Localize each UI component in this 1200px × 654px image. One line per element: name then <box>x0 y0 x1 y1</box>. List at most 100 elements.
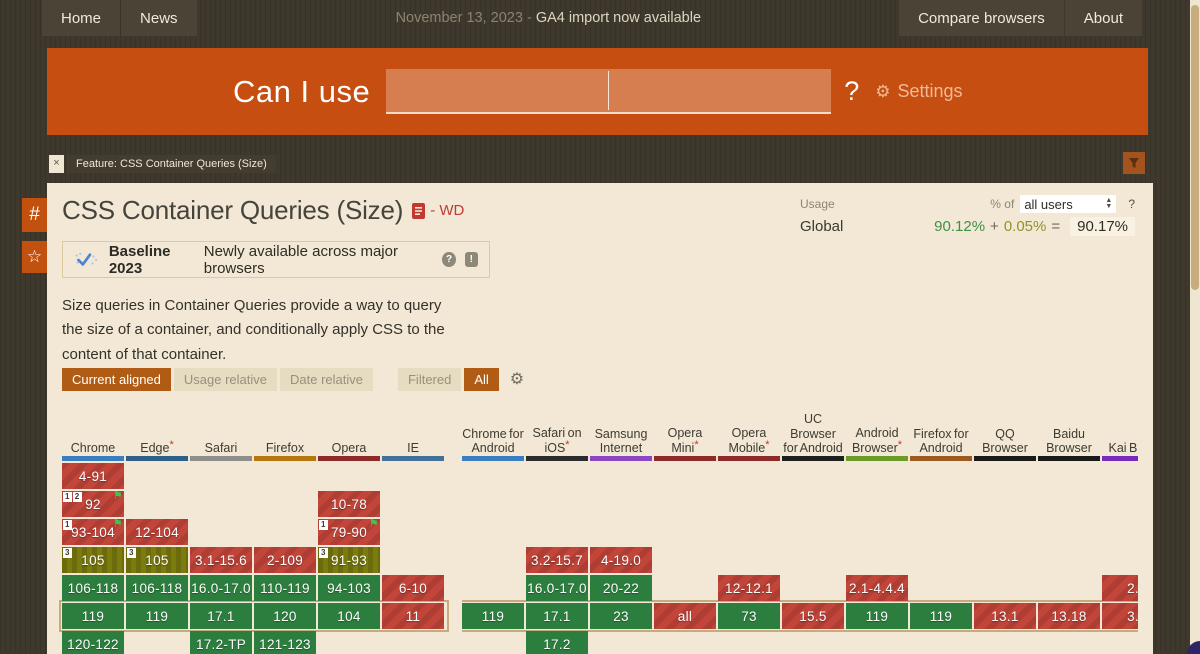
table-row: 4-91 <box>62 463 446 489</box>
favorite-star-button[interactable]: ☆ <box>22 241 47 273</box>
support-cell[interactable]: 17.2 <box>526 631 588 654</box>
support-cell[interactable]: 3. <box>1102 603 1138 629</box>
version-range: 12-12.1 <box>725 580 773 596</box>
filter-funnel-button[interactable] <box>1123 152 1145 174</box>
table-row: 105 3 105 3 3.1-15.6 2-109 91-93 3 <box>62 547 446 573</box>
support-cell[interactable]: 4-91 <box>62 463 124 489</box>
support-cell[interactable]: 93-104 1 ⚑ <box>62 519 124 545</box>
empty-cell <box>590 519 652 545</box>
partial-note-asterisk: * <box>694 439 699 452</box>
announcement-text[interactable]: GA4 import now available <box>535 10 702 26</box>
support-cell[interactable]: 4-19.0 <box>590 547 652 573</box>
support-cell[interactable]: 13.18 <box>1038 603 1100 629</box>
settings-button[interactable]: ⚙ Settings <box>875 81 962 102</box>
browser-color-bar <box>590 456 652 461</box>
support-cell[interactable]: 23 <box>590 603 652 629</box>
support-cell[interactable]: 13.1 <box>974 603 1036 629</box>
support-cell[interactable]: 2-109 <box>254 547 316 573</box>
note-badge: 3 <box>319 548 328 558</box>
support-cell[interactable]: 15.5 <box>782 603 844 629</box>
version-range: 105 <box>81 552 105 568</box>
nav-home[interactable]: Home <box>42 0 121 36</box>
support-cell[interactable]: 121-123 <box>254 631 316 654</box>
support-cell[interactable]: 73 <box>718 603 780 629</box>
support-cell[interactable]: 119 <box>126 603 188 629</box>
scrollbar-thumb[interactable] <box>1191 5 1199 290</box>
nav-news[interactable]: News <box>121 0 197 36</box>
search-question-mark[interactable]: ? <box>844 76 860 106</box>
empty-cell <box>782 463 844 489</box>
support-cell[interactable]: 17.1 <box>526 603 588 629</box>
mode-current-aligned[interactable]: Current aligned <box>62 367 171 391</box>
support-cell[interactable]: all <box>654 603 716 629</box>
support-cell[interactable]: 16.0-17.0 <box>526 575 588 601</box>
mode-date-relative[interactable]: Date relative <box>280 367 373 391</box>
version-range: 79-90 <box>330 524 368 540</box>
nav-compare-browsers[interactable]: Compare browsers <box>899 0 1064 36</box>
support-cell[interactable]: 119 <box>462 603 524 629</box>
support-cell[interactable]: 119 <box>910 603 972 629</box>
audience-select[interactable]: all users ▲ ▼ <box>1020 195 1117 213</box>
support-cell[interactable]: 120 <box>254 603 316 629</box>
support-cell[interactable]: 105 3 <box>126 547 188 573</box>
browser-header-label: Edge* <box>140 439 174 456</box>
version-range: 92 <box>85 496 101 512</box>
version-range: 2. <box>1127 580 1138 596</box>
usage-help-button[interactable]: ? <box>1128 197 1135 211</box>
empty-cell <box>974 519 1036 545</box>
close-icon[interactable]: × <box>49 155 64 173</box>
empty-cell <box>782 547 844 573</box>
support-cell[interactable]: 106-118 <box>126 575 188 601</box>
support-cell[interactable]: 20-22 <box>590 575 652 601</box>
support-cell[interactable]: 120-122 <box>62 631 124 654</box>
support-cell[interactable]: 16.0-17.0 <box>190 575 252 601</box>
nav-about[interactable]: About <box>1064 0 1142 36</box>
support-cell[interactable]: 119 <box>846 603 908 629</box>
browser-header: Safari on iOS* <box>526 386 588 461</box>
settings-label: Settings <box>897 81 963 101</box>
empty-cell <box>974 491 1036 517</box>
search-input-secondary[interactable] <box>609 69 832 112</box>
empty-cell <box>462 491 524 517</box>
filter-all[interactable]: All <box>464 367 499 391</box>
support-cell[interactable]: 17.1 <box>190 603 252 629</box>
support-cell[interactable]: 94-103 <box>318 575 380 601</box>
search-input-primary[interactable] <box>386 69 609 112</box>
support-cell[interactable]: 12-104 <box>126 519 188 545</box>
support-cell[interactable]: 10-78 <box>318 491 380 517</box>
table-row: 106-118 106-118 16.0-17.0 110-119 94-103 6-10 <box>62 575 446 601</box>
version-range: 23 <box>613 608 629 624</box>
scrollbar-track[interactable] <box>1190 0 1200 654</box>
support-cell[interactable]: 2.1-4.4.4 <box>846 575 908 601</box>
empty-cell <box>318 631 380 654</box>
baseline-feedback-icon[interactable]: ! <box>464 252 478 267</box>
nav-announcement[interactable]: November 13, 2023 - GA4 import now avail… <box>198 0 900 36</box>
support-cell[interactable]: 106-118 <box>62 575 124 601</box>
support-cell[interactable]: 11 <box>382 603 444 629</box>
version-range: 120-122 <box>67 636 119 652</box>
mode-usage-relative[interactable]: Usage relative <box>173 367 277 391</box>
support-cell[interactable]: 110-119 <box>254 575 316 601</box>
table-settings-gear-icon[interactable]: ⚙ <box>509 371 525 388</box>
empty-cell <box>782 519 844 545</box>
spec-status[interactable]: - WD <box>412 202 464 219</box>
empty-cell <box>718 631 780 654</box>
baseline-help-icon[interactable]: ? <box>442 252 456 267</box>
permalink-hash-button[interactable]: # <box>22 198 47 232</box>
support-cell[interactable]: 6-10 <box>382 575 444 601</box>
support-cell[interactable]: 119 <box>62 603 124 629</box>
support-cell[interactable]: 92 1 2 ⚑ <box>62 491 124 517</box>
site-logo[interactable]: Can I use <box>233 73 371 109</box>
support-cell[interactable]: 3.1-15.6 <box>190 547 252 573</box>
support-cell[interactable]: 79-90 1 ⚑ <box>318 519 380 545</box>
support-cell[interactable]: 105 3 <box>62 547 124 573</box>
browser-color-bar <box>462 456 524 461</box>
support-cell[interactable]: 104 <box>318 603 380 629</box>
support-cell[interactable]: 2. <box>1102 575 1138 601</box>
support-cell[interactable]: 91-93 3 <box>318 547 380 573</box>
version-range: 13.18 <box>1051 608 1087 624</box>
support-cell[interactable]: 12-12.1 <box>718 575 780 601</box>
support-cell[interactable]: 17.2-TP <box>190 631 252 654</box>
support-cell[interactable]: 3.2-15.7 <box>526 547 588 573</box>
filter-filtered[interactable]: Filtered <box>397 367 462 391</box>
